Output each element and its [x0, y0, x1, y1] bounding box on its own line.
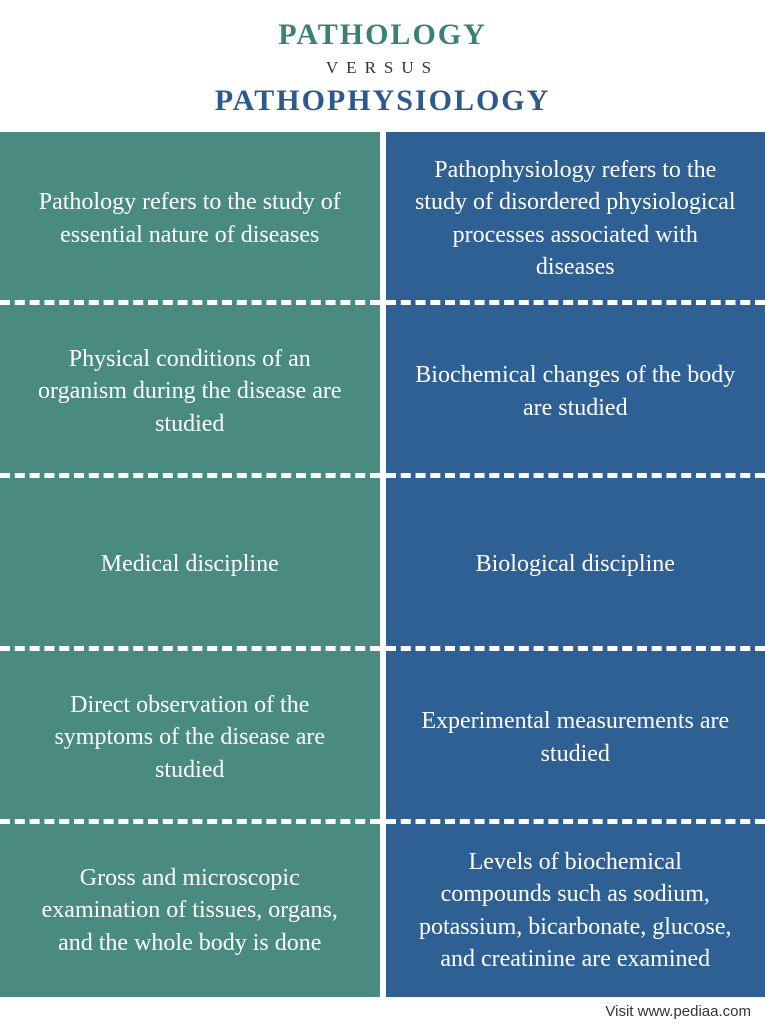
- column-pathology: Pathology refers to the study of essenti…: [0, 132, 380, 997]
- table-row: Levels of biochemical compounds such as …: [386, 824, 765, 997]
- cell-text: Direct observation of the symptoms of th…: [28, 689, 352, 786]
- table-row: Biological discipline: [386, 478, 765, 651]
- cell-text: Physical conditions of an organism durin…: [28, 343, 352, 440]
- footer-text: Visit www.pediaa.com: [605, 1003, 751, 1020]
- cell-text: Medical discipline: [101, 548, 279, 580]
- footer-attribution: Visit www.pediaa.com: [0, 997, 765, 1024]
- cell-text: Biological discipline: [476, 548, 675, 580]
- comparison-columns: Pathology refers to the study of essenti…: [0, 132, 765, 997]
- title-right: PATHOPHYSIOLOGY: [0, 84, 765, 118]
- cell-text: Pathophysiology refers to the study of d…: [414, 154, 738, 284]
- cell-text: Levels of biochemical compounds such as …: [414, 846, 738, 976]
- cell-text: Experimental measurements are studied: [414, 705, 738, 770]
- table-row: Direct observation of the symptoms of th…: [0, 651, 380, 824]
- versus-label: VERSUS: [0, 58, 765, 78]
- table-row: Pathology refers to the study of essenti…: [0, 132, 380, 305]
- table-row: Gross and microscopic examination of tis…: [0, 824, 380, 997]
- table-row: Pathophysiology refers to the study of d…: [386, 132, 765, 305]
- table-row: Biochemical changes of the body are stud…: [386, 305, 765, 478]
- title-left: PATHOLOGY: [0, 18, 765, 52]
- cell-text: Pathology refers to the study of essenti…: [28, 186, 352, 251]
- comparison-header: PATHOLOGY VERSUS PATHOPHYSIOLOGY: [0, 0, 765, 132]
- table-row: Physical conditions of an organism durin…: [0, 305, 380, 478]
- cell-text: Biochemical changes of the body are stud…: [414, 359, 738, 424]
- table-row: Experimental measurements are studied: [386, 651, 765, 824]
- column-pathophysiology: Pathophysiology refers to the study of d…: [386, 132, 765, 997]
- cell-text: Gross and microscopic examination of tis…: [28, 862, 352, 959]
- table-row: Medical discipline: [0, 478, 380, 651]
